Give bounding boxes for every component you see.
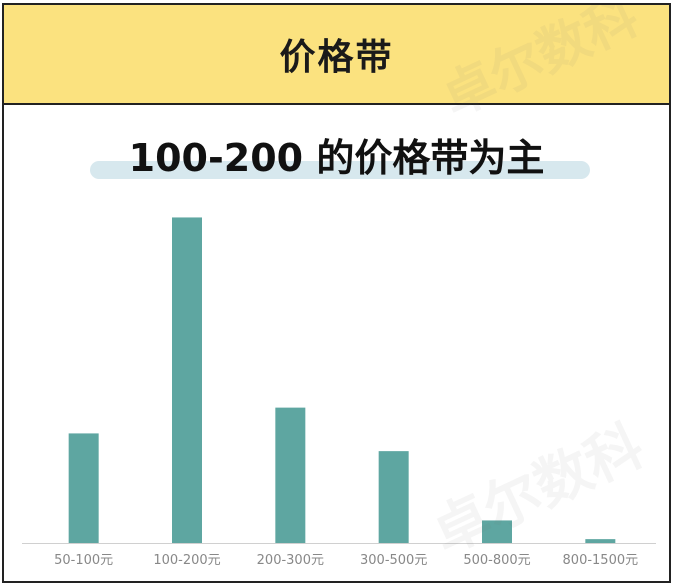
x-tick-label-5: 500-800元 [463, 553, 530, 568]
bar-5 [482, 520, 512, 543]
x-tick-label-2: 100-200元 [153, 553, 220, 568]
x-tick-label-1: 50-100元 [54, 553, 113, 568]
bar-6 [585, 539, 616, 543]
bar-1 [68, 433, 99, 543]
header-title: 价格带 [279, 37, 394, 78]
chart-title-block: 100-200 的价格带为主 [4, 123, 669, 187]
x-tick-label-3: 200-300元 [257, 553, 324, 568]
bar-3 [275, 407, 306, 543]
bar-2 [172, 217, 202, 544]
x-tick-label-6: 800-1500元 [563, 553, 639, 568]
infographic-card: 价格带 100-200 的价格带为主 50-100元 100-200元 200-30… [2, 3, 671, 583]
bar-chart: 50-100元 100-200元 200-300元 300-500元 500-800元 8… [22, 217, 656, 568]
bar-4 [378, 451, 409, 543]
header-band: 价格带 [4, 5, 669, 105]
chart-title: 100-200 的价格带为主 [128, 136, 545, 180]
title-highlight [90, 161, 590, 179]
x-tick-label-4: 300-500元 [360, 553, 427, 568]
